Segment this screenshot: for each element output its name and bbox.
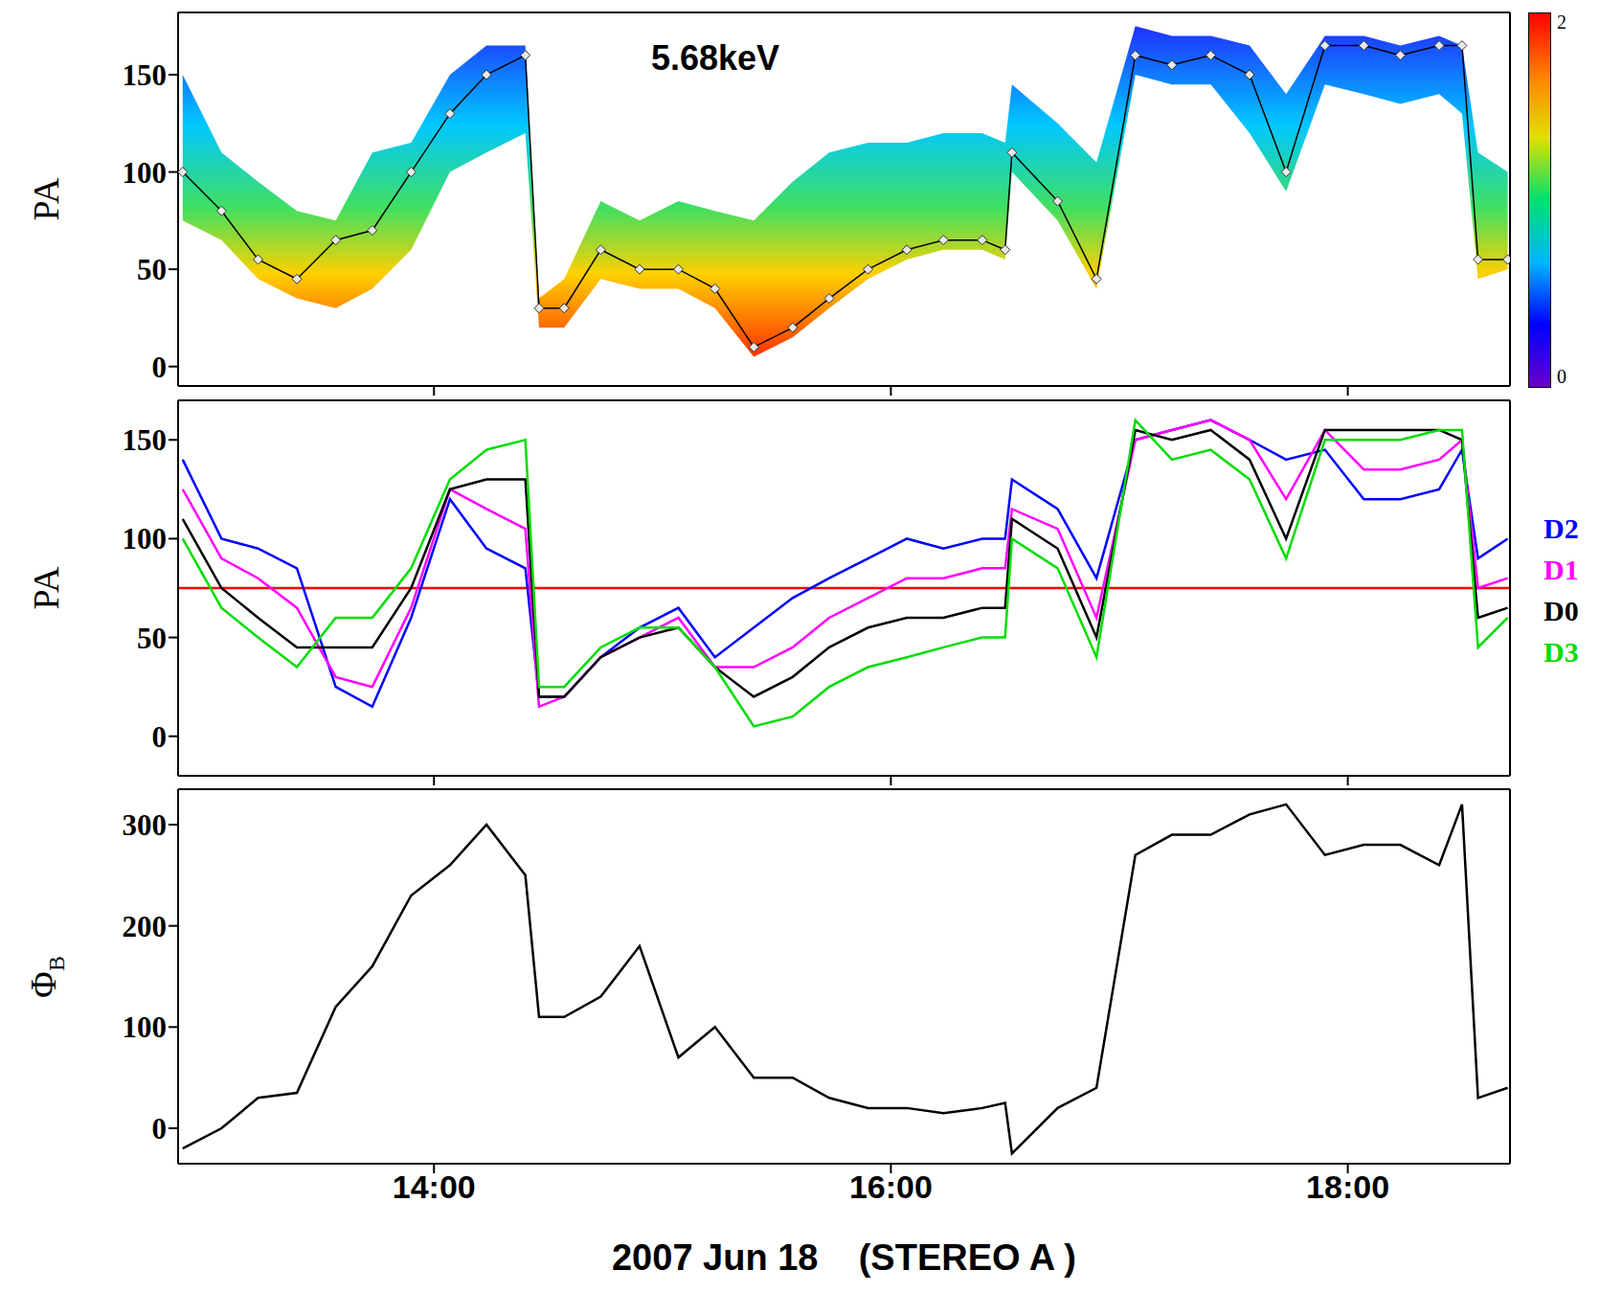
svg-text:100: 100 <box>122 521 168 556</box>
svg-text:0: 0 <box>152 350 168 384</box>
svg-text:50: 50 <box>136 621 167 655</box>
svg-text:100: 100 <box>122 156 168 190</box>
svg-text:150: 150 <box>122 423 168 457</box>
svg-text:0: 0 <box>152 1111 168 1146</box>
svg-text:200: 200 <box>122 909 168 944</box>
html-text:PA: PA <box>25 566 67 610</box>
svg-text:100: 100 <box>122 1010 168 1044</box>
html-text:B: B <box>43 955 69 972</box>
html-text:D0: D0 <box>1543 594 1579 627</box>
html-text:2: 2 <box>1556 11 1567 33</box>
svg-text:150: 150 <box>122 58 168 92</box>
html-text:5.68keV: 5.68keV <box>651 38 780 78</box>
svg-text:0: 0 <box>152 720 168 754</box>
html-text:D1: D1 <box>1543 553 1579 586</box>
svg-text:300: 300 <box>122 808 168 842</box>
svg-text:18:00: 18:00 <box>1306 1168 1390 1205</box>
html-text:D2: D2 <box>1543 512 1579 544</box>
html-text:PA: PA <box>25 177 67 221</box>
html-text:2007 Jun 18 (STEREO A ): 2007 Jun 18 (STEREO A ) <box>611 1237 1077 1278</box>
svg-text:16:00: 16:00 <box>849 1168 933 1205</box>
html-text:D3: D3 <box>1543 635 1579 668</box>
svg-text:14:00: 14:00 <box>392 1168 476 1205</box>
svg-text:50: 50 <box>136 252 167 287</box>
html-text:0: 0 <box>1556 365 1567 387</box>
html-text:Φ: Φ <box>23 971 64 998</box>
